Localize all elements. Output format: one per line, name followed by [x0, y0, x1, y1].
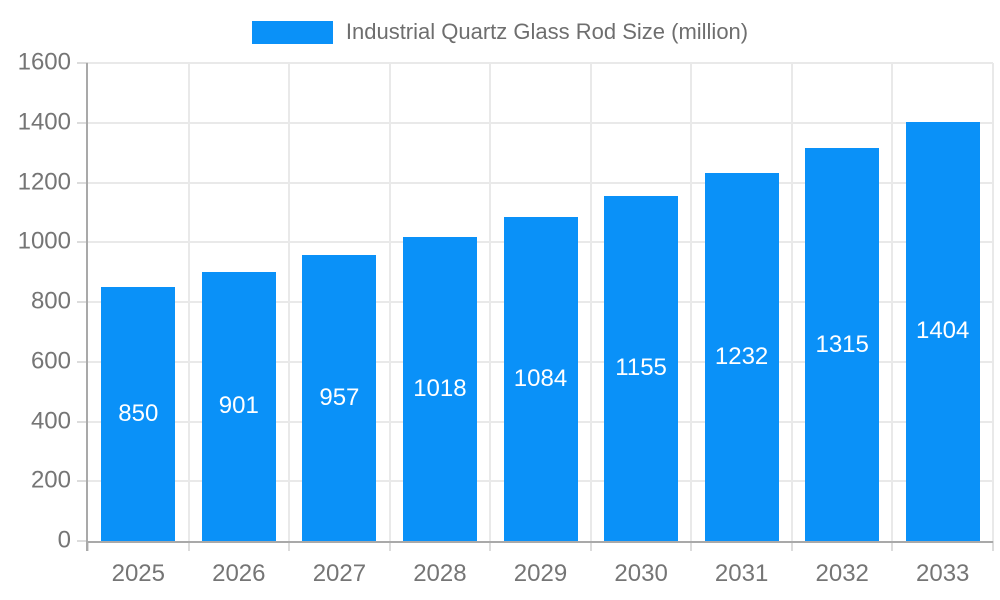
bar-value-label: 850 [118, 400, 159, 428]
y-tick-label: 0 [57, 526, 71, 554]
bar-value-label: 957 [319, 384, 360, 412]
x-axis-line [86, 541, 993, 543]
y-axis-tick [77, 241, 88, 244]
legend-label: Industrial Quartz Glass Rod Size (millio… [345, 19, 749, 44]
bar-value-label: 1084 [513, 365, 568, 393]
y-tick-label: 800 [30, 287, 71, 315]
y-tick-label: 400 [30, 407, 71, 435]
x-axis-tick [790, 541, 793, 551]
bar[interactable]: 1084 [503, 217, 578, 541]
y-axis-tick [77, 62, 88, 64]
y-axis-tick [77, 540, 88, 542]
gridline-horizontal [88, 181, 993, 184]
bar[interactable]: 1155 [604, 195, 679, 541]
plot-area: 850 901 957 1018 1084 1155 1232 1315 1404 [88, 62, 994, 541]
y-axis-tick [77, 181, 88, 184]
bar[interactable]: 957 [302, 255, 377, 541]
x-axis-tick [288, 541, 291, 551]
y-axis-tick [77, 121, 88, 124]
x-tick-label: 2028 [413, 560, 467, 587]
bar[interactable]: 1232 [704, 172, 779, 541]
bar[interactable]: 850 [101, 287, 176, 541]
x-tick-label: 2029 [513, 560, 568, 587]
x-tick-label: 2030 [614, 560, 668, 587]
bar[interactable]: 1315 [805, 148, 880, 541]
bar[interactable]: 1018 [402, 236, 477, 541]
y-tick-label: 1200 [17, 168, 71, 196]
bar-value-label: 1404 [915, 317, 970, 345]
x-axis-tick [87, 541, 89, 551]
gridline-vertical [992, 63, 994, 541]
x-tick-label: 2032 [815, 560, 869, 587]
y-axis-tick [77, 301, 88, 303]
x-axis-tick [388, 541, 391, 551]
bar[interactable]: 901 [201, 271, 276, 541]
x-axis-tick [891, 541, 894, 551]
x-tick-label: 2025 [111, 560, 165, 587]
x-axis-tick [690, 541, 693, 551]
bar-value-label: 1232 [714, 342, 769, 370]
y-axis-line [86, 63, 88, 551]
legend-swatch [251, 20, 333, 44]
legend[interactable]: Industrial Quartz Glass Rod Size (millio… [0, 19, 1000, 45]
y-tick-label: 1000 [17, 227, 71, 255]
y-tick-label: 1400 [17, 108, 71, 136]
y-axis-tick [77, 360, 88, 363]
x-axis-tick [187, 541, 190, 551]
x-tick-label: 2031 [714, 560, 769, 587]
y-tick-label: 1600 [17, 48, 71, 76]
x-axis-tick [589, 541, 592, 551]
bar-value-label: 901 [218, 392, 259, 420]
y-tick-label: 600 [30, 347, 71, 375]
bar-value-label: 1315 [815, 330, 869, 358]
gridline-horizontal [88, 62, 993, 64]
y-tick-label: 200 [30, 466, 71, 494]
x-axis-tick [489, 541, 492, 551]
y-axis-tick [77, 480, 88, 483]
bar-value-label: 1018 [413, 374, 467, 402]
y-axis-tick [77, 420, 88, 423]
bar[interactable]: 1404 [905, 121, 980, 541]
bar-value-label: 1155 [615, 354, 667, 382]
x-axis-tick [992, 541, 994, 551]
x-tick-label: 2033 [915, 560, 970, 587]
x-tick-label: 2027 [312, 560, 367, 587]
gridline-horizontal [88, 121, 993, 124]
x-tick-label: 2026 [212, 560, 266, 587]
